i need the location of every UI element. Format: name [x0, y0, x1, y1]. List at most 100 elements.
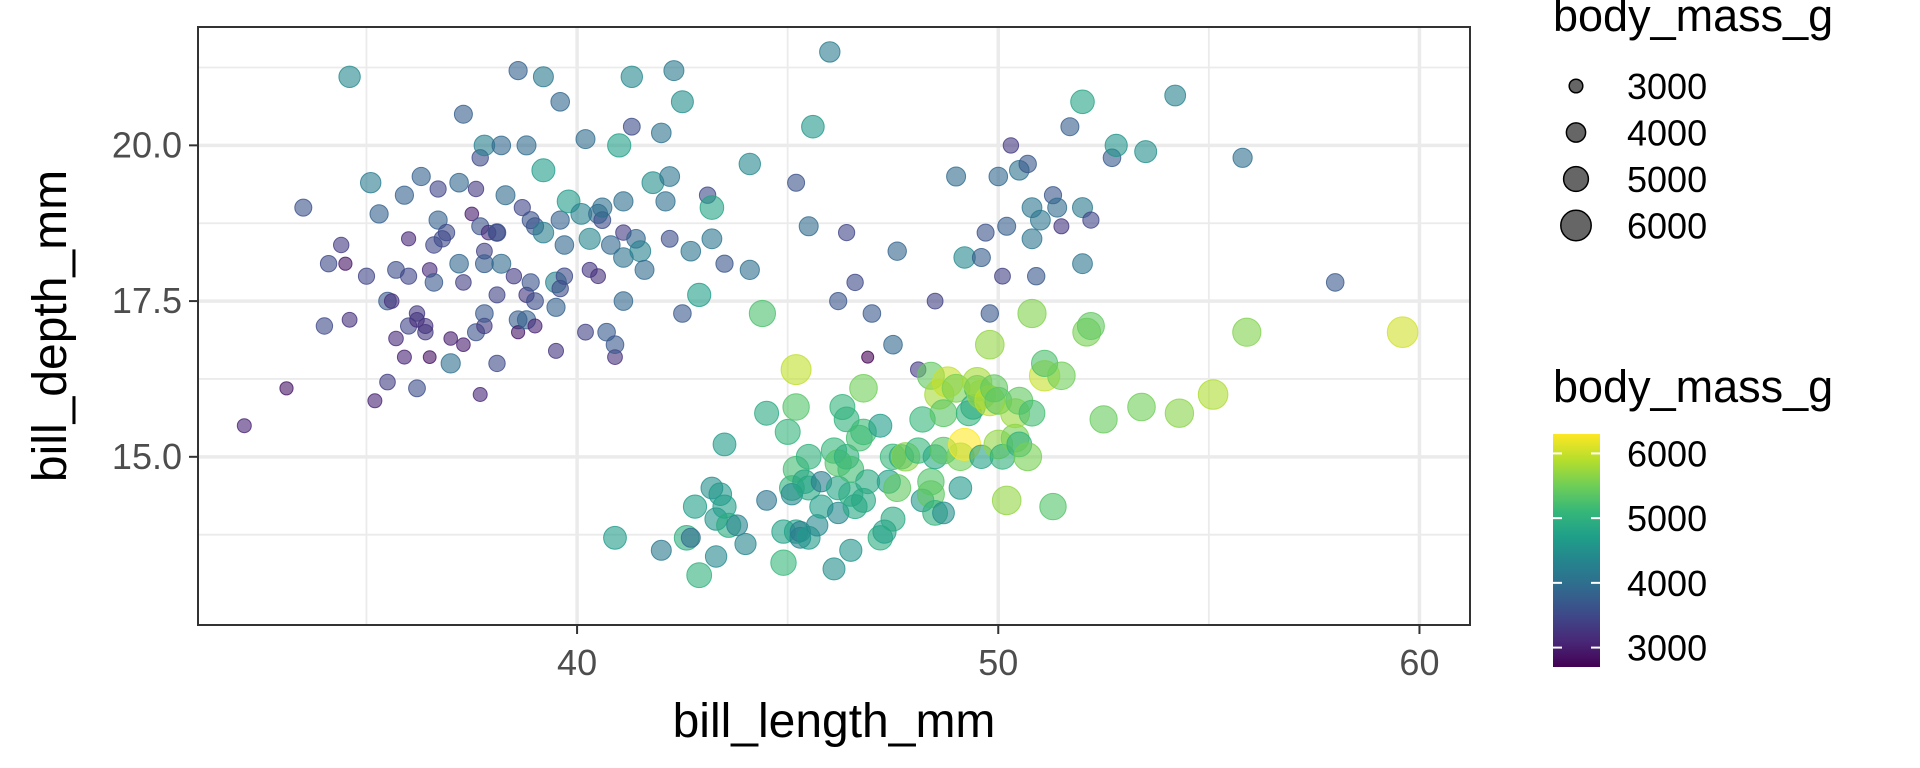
data-point — [1039, 492, 1067, 521]
data-point — [651, 122, 672, 144]
size-legend: body_mass_g 3000 4000 5000 6000 — [1553, 0, 1833, 247]
data-point — [526, 292, 544, 311]
data-point — [1017, 298, 1047, 329]
data-point — [822, 557, 846, 581]
data-point — [315, 317, 334, 335]
data-point — [829, 292, 848, 311]
data-point — [770, 549, 797, 576]
data-point — [887, 241, 907, 261]
data-point — [408, 379, 426, 398]
data-point — [883, 474, 912, 502]
data-point — [516, 135, 537, 156]
color-legend-label: 5000 — [1627, 498, 1707, 539]
x-axis-title: bill_length_mm — [673, 695, 996, 748]
data-point — [527, 318, 543, 334]
data-point — [394, 185, 414, 205]
data-point — [601, 235, 621, 255]
data-point — [550, 92, 571, 112]
data-point — [1104, 133, 1128, 157]
colorbar — [1553, 434, 1600, 667]
data-point — [1002, 137, 1020, 154]
data-point — [455, 274, 472, 291]
data-point — [464, 206, 480, 222]
data-point — [988, 166, 1009, 187]
data-point — [655, 191, 676, 212]
data-point — [1060, 117, 1080, 137]
color-legend-title: body_mass_g — [1553, 361, 1833, 412]
data-point — [488, 354, 506, 373]
data-point — [1018, 154, 1037, 174]
size-legend-label: 3000 — [1627, 66, 1707, 107]
data-point — [1164, 398, 1195, 428]
data-point — [739, 259, 760, 280]
y-axis-title: bill_depth_mm — [24, 170, 77, 482]
data-point — [1232, 317, 1262, 347]
color-legend-label: 4000 — [1627, 563, 1707, 604]
data-point — [341, 311, 358, 328]
data-point — [1018, 399, 1046, 427]
data-point — [948, 476, 973, 500]
size-legend-key — [1560, 209, 1592, 242]
data-point — [338, 65, 361, 89]
data-point — [548, 342, 564, 359]
color-legend: body_mass_g 6000 5000 4000 3000 — [1553, 361, 1833, 669]
data-point — [748, 299, 777, 328]
size-legend-label: 4000 — [1627, 113, 1707, 154]
data-point — [443, 331, 459, 346]
data-point — [1021, 228, 1043, 250]
data-point — [1089, 405, 1118, 434]
data-point — [532, 221, 555, 244]
data-point — [531, 158, 556, 183]
data-point — [449, 172, 469, 193]
data-point — [1127, 392, 1156, 422]
size-legend-title: body_mass_g — [1553, 0, 1833, 41]
data-point — [883, 334, 903, 355]
data-point — [388, 330, 404, 347]
data-point — [360, 172, 382, 194]
data-point — [1053, 218, 1070, 235]
data-point — [491, 135, 512, 156]
data-point — [880, 506, 906, 532]
data-point — [1013, 442, 1043, 472]
data-point — [401, 231, 417, 247]
data-point — [422, 350, 437, 365]
plot-panel-border — [197, 26, 1471, 626]
data-point — [994, 267, 1011, 285]
data-point — [660, 229, 679, 248]
data-point — [424, 273, 444, 292]
data-point — [926, 292, 944, 310]
data-point — [603, 525, 627, 550]
data-point — [513, 199, 531, 217]
data-point — [550, 210, 570, 230]
data-point — [577, 323, 594, 341]
data-point — [505, 268, 523, 285]
data-point — [1325, 273, 1345, 292]
data-point — [849, 374, 878, 403]
data-point — [687, 282, 712, 307]
data-point — [774, 418, 801, 445]
data-point — [699, 195, 725, 220]
data-point — [1197, 379, 1229, 410]
data-point — [1082, 211, 1100, 229]
data-point — [861, 350, 875, 364]
axes: 40 50 60 15.0 17.5 20.0 — [112, 124, 1440, 683]
data-point — [475, 254, 494, 274]
data-point — [521, 273, 540, 292]
data-point — [738, 152, 761, 176]
data-point — [605, 335, 625, 355]
data-point — [946, 166, 967, 187]
x-tick-label: 50 — [978, 642, 1018, 683]
data-point — [855, 469, 881, 495]
data-point — [663, 60, 685, 82]
x-tick-label: 40 — [557, 642, 597, 683]
data-point — [367, 393, 383, 409]
y-tick-label: 15.0 — [112, 436, 182, 477]
y-tick-label: 20.0 — [112, 124, 182, 165]
data-point — [495, 185, 516, 206]
data-point — [839, 538, 863, 562]
data-point — [467, 180, 485, 198]
data-point — [838, 224, 856, 242]
data-point — [1134, 140, 1158, 164]
data-point — [798, 216, 819, 237]
data-point — [475, 304, 494, 323]
